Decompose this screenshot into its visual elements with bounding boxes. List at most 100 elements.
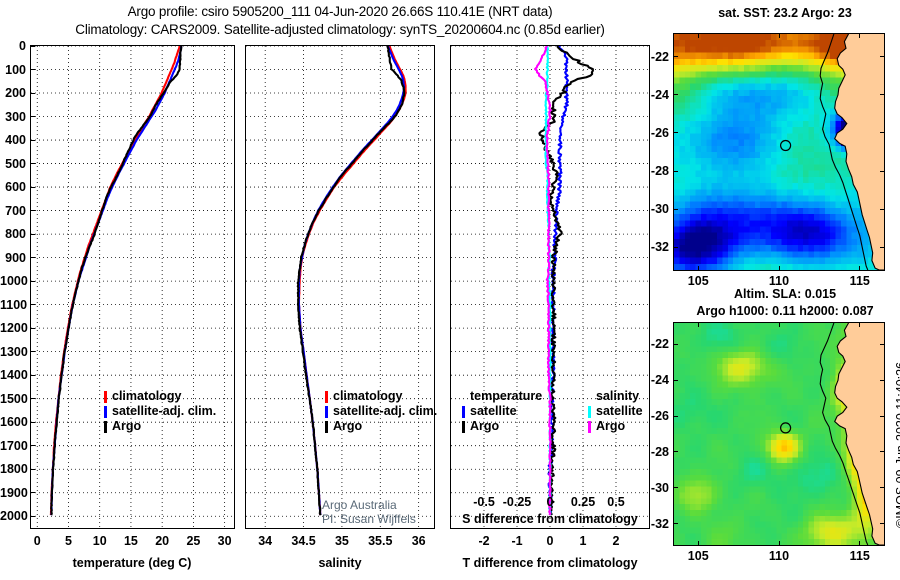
salinity-difference-tick-label: -0.5 [473,495,495,509]
depth-tick-label: 1300 [0,344,28,359]
temperature-difference-tick-label: 1 [579,534,587,548]
sst-map-title: sat. SST: 23.2 Argo: 23 [718,6,852,20]
depth-tick-mark [30,92,35,94]
salinity-tick-label: 34.5 [291,534,316,548]
sst-map-lon-tick-label: 105 [687,274,709,288]
depth-tick-mark [30,210,35,212]
legend-color-swatch [104,420,107,433]
sla-map-lat-tick-mark-right [880,451,885,453]
legend-color-swatch [588,405,591,418]
salinity-legend-item: Argo [325,419,437,434]
sst-map-lon-tick-label: 110 [768,274,790,288]
difference-profile-plot [451,46,649,528]
sst-map-lat-tick-mark [673,246,678,248]
salinity-difference-tick-label: -0.25 [502,495,532,509]
depth-tick-label: 1800 [0,462,28,477]
legend-label: climatology [333,389,403,403]
temperature-profile-plot [31,46,234,528]
sla-map-lat-tick-mark [673,487,678,489]
depth-tick-mark [30,445,35,447]
temperature-tick-label: 30 [217,534,232,548]
sst-map-lat-tick-mark-right [880,56,885,58]
sla-map-lat-tick-label: -30 [650,480,669,495]
sst-map-lon-tick-mark [697,266,699,271]
depth-tick-mark [30,45,35,47]
sst-map-lon-tick-mark [859,266,861,271]
sla-map-lat-tick-mark-right [880,379,885,381]
difference-salinity-legend-title: salinity [596,389,640,403]
sla-map-lat-tick-mark [673,451,678,453]
sla-map-lon-tick-mark-top [778,322,780,327]
legend-color-swatch [104,390,107,403]
sst-map-lat-tick-label: -30 [650,202,669,217]
depth-tick-label: 700 [5,203,26,218]
difference-temperature-legend: temperature satellite Argo [462,389,542,434]
credit-line2: PI: Susan Wijffels [322,512,416,526]
salinity-tick-label: 35 [334,534,349,548]
legend-label: satellite-adj. clim. [333,404,438,418]
temperature-legend-item: Argo [104,419,216,434]
difference-salinity-legend-item: Argo [588,419,643,434]
sla-map-lat-tick-mark-right [880,415,885,417]
depth-tick-mark [30,492,35,494]
sst-map-lat-tick-mark [673,56,678,58]
sst-map [673,33,885,271]
depth-tick-label: 1600 [0,415,28,430]
legend-label: climatology [112,389,182,403]
legend-color-swatch [104,405,107,418]
temperature-difference-tick-label: -2 [478,534,490,548]
sla-map-lat-tick-label: -24 [650,373,669,388]
salinity-difference-tick-label: 0 [546,495,554,509]
sst-map-lat-tick-mark [673,132,678,134]
legend-color-swatch [462,405,465,418]
depth-tick-mark [30,280,35,282]
depth-tick-label: 100 [5,62,26,77]
temperature-difference-axis-title: T difference from climatology [462,556,638,570]
salinity-axis-title: salinity [318,556,362,570]
depth-tick-mark [30,374,35,376]
temperature-tick-label: 15 [123,534,138,548]
sla-map-lat-tick-mark-right [880,523,885,525]
depth-tick-mark [30,257,35,259]
sst-map-lat-tick-label: -28 [650,164,669,179]
salinity-difference-tick-label: 0.5 [607,495,625,509]
salinity-difference-axis-title: S difference from climatology [462,512,638,526]
sst-map-lat-tick-mark [673,94,678,96]
salinity-legend-item: climatology [325,389,437,404]
temperature-tick-label: 10 [92,534,107,548]
depth-tick-mark [30,116,35,118]
salinity-difference-tick-label: 0.25 [570,495,596,509]
sst-map-lon-tick-mark [778,266,780,271]
legend-label: satellite [470,404,517,418]
legend-color-swatch [325,405,328,418]
sst-map-lat-tick-mark-right [880,132,885,134]
salinity-profile-panel [245,45,435,529]
argo-australia-credit: Argo Australia PI: Susan Wijffels [322,498,416,526]
salinity-tick-label: 34 [258,534,273,548]
difference-temperature-legend-item: Argo [462,419,542,434]
sla-map-lon-tick-mark [697,541,699,546]
sst-map-lat-tick-label: -26 [650,125,669,140]
salinity-legend-item: satellite-adj. clim. [325,404,437,419]
sla-map-lat-tick-mark [673,379,678,381]
legend-label: Argo [112,419,142,433]
sla-map-lon-tick-label: 115 [849,549,870,563]
sla-map [673,322,885,546]
sst-map-lon-tick-label: 115 [849,274,870,288]
temperature-legend: climatology satellite-adj. clim. Argo [104,389,216,434]
sst-map-lat-tick-mark [673,208,678,210]
sst-map-lat-tick-mark [673,170,678,172]
sla-map-lat-tick-mark [673,415,678,417]
legend-label: Argo [333,419,363,433]
temperature-difference-tick-label: 0 [546,534,554,548]
legend-color-swatch [462,420,465,433]
depth-tick-mark [30,398,35,400]
temperature-tick-label: 0 [33,534,41,548]
depth-tick-label: 500 [5,156,26,171]
sla-map-lat-tick-mark [673,343,678,345]
sst-map-lat-tick-mark-right [880,208,885,210]
legend-color-swatch [325,390,328,403]
temperature-difference-tick-label: -1 [511,534,523,548]
legend-label: satellite-adj. clim. [112,404,217,418]
